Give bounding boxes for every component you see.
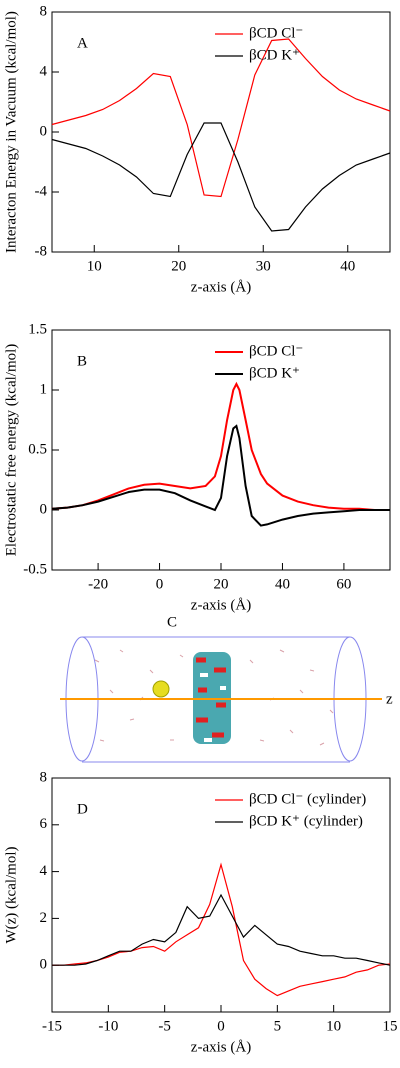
x-tick-label: 10 <box>87 258 102 274</box>
y-tick-label: 0 <box>40 501 48 517</box>
series-line <box>52 893 391 966</box>
x-tick-label: 0 <box>156 576 164 592</box>
y-tick-label: 0 <box>40 123 48 139</box>
y-tick-label: 4 <box>40 863 48 879</box>
chart: -15 -10 -5 0 5 10 15 0 2 4 6 8 z-axis (Å) W(z) (kcal/… <box>3 769 397 1055</box>
panel-c: C z <box>60 614 393 763</box>
series-line <box>52 862 391 997</box>
series-line <box>51 381 390 511</box>
y-tick-label: 6 <box>40 816 48 832</box>
y-axis-label: Interacton Energy in Vacuum (kcal/mol) <box>3 11 19 253</box>
legend-label: βCD Cl⁻ <box>249 25 303 41</box>
series-line <box>51 424 390 527</box>
plot-frame <box>51 329 391 571</box>
legend-label: βCD K⁺ <box>249 365 300 381</box>
x-tick-label: 60 <box>336 576 351 592</box>
chart: -20 0 20 40 60 -0.5 0 0.5 1 1.5 z-axis (Å) Electros… <box>3 321 391 613</box>
legend-label: βCD Cl⁻ (cylinder) <box>249 791 366 807</box>
y-tick-label: 2 <box>40 910 48 926</box>
panel-label: C <box>167 614 177 630</box>
x-axis-label: z-axis (Å) <box>191 1039 251 1055</box>
y-tick-label: 1 <box>40 381 48 397</box>
series-line <box>51 122 391 232</box>
x-tick-label: 40 <box>275 576 290 592</box>
y-tick-label: 8 <box>40 3 48 19</box>
y-tick-label: 4 <box>40 63 48 79</box>
y-tick-label: 1.5 <box>28 321 47 337</box>
x-tick-label: 0 <box>217 1018 225 1034</box>
legend-label: βCD K⁺ <box>249 47 300 63</box>
y-tick-label: -4 <box>35 183 48 199</box>
plot-frame <box>51 11 391 253</box>
legend-label: βCD Cl⁻ <box>249 343 303 359</box>
chart: 10 20 30 40 -8 -4 0 4 8 z-axis (Å) Interacton Ener… <box>3 3 391 295</box>
x-tick-label: 15 <box>383 1018 398 1034</box>
panel-label: D <box>77 801 88 817</box>
axis-label: z <box>386 691 393 707</box>
x-tick-label: 30 <box>256 258 271 274</box>
y-tick-label: 0.5 <box>28 441 47 457</box>
x-tick-label: 20 <box>214 576 229 592</box>
x-tick-label: -15 <box>42 1018 62 1034</box>
panel-label: A <box>77 35 88 51</box>
x-tick-label: 40 <box>340 258 355 274</box>
y-axis-label: Electrostatic free energy (kcal/mol) <box>3 344 19 557</box>
x-tick-label: -20 <box>88 576 108 592</box>
legend-label: βCD K⁺ (cylinder) <box>249 813 363 829</box>
x-tick-label: 10 <box>326 1018 341 1034</box>
x-axis-label: z-axis (Å) <box>191 279 251 295</box>
x-tick-label: 5 <box>274 1018 282 1034</box>
panel-label: B <box>77 353 87 369</box>
x-tick-label: -10 <box>98 1018 118 1034</box>
x-axis-label: z-axis (Å) <box>191 597 251 613</box>
x-tick-label: -5 <box>158 1018 171 1034</box>
series-line <box>51 38 391 198</box>
x-tick-label: 20 <box>171 258 186 274</box>
y-tick-label: 0 <box>40 957 48 973</box>
ion <box>152 680 170 698</box>
y-tick-label: -8 <box>35 243 48 259</box>
y-axis-label: W(z) (kcal/mol) <box>3 846 19 943</box>
y-tick-label: 8 <box>40 769 48 785</box>
y-tick-label: -0.5 <box>23 561 47 577</box>
